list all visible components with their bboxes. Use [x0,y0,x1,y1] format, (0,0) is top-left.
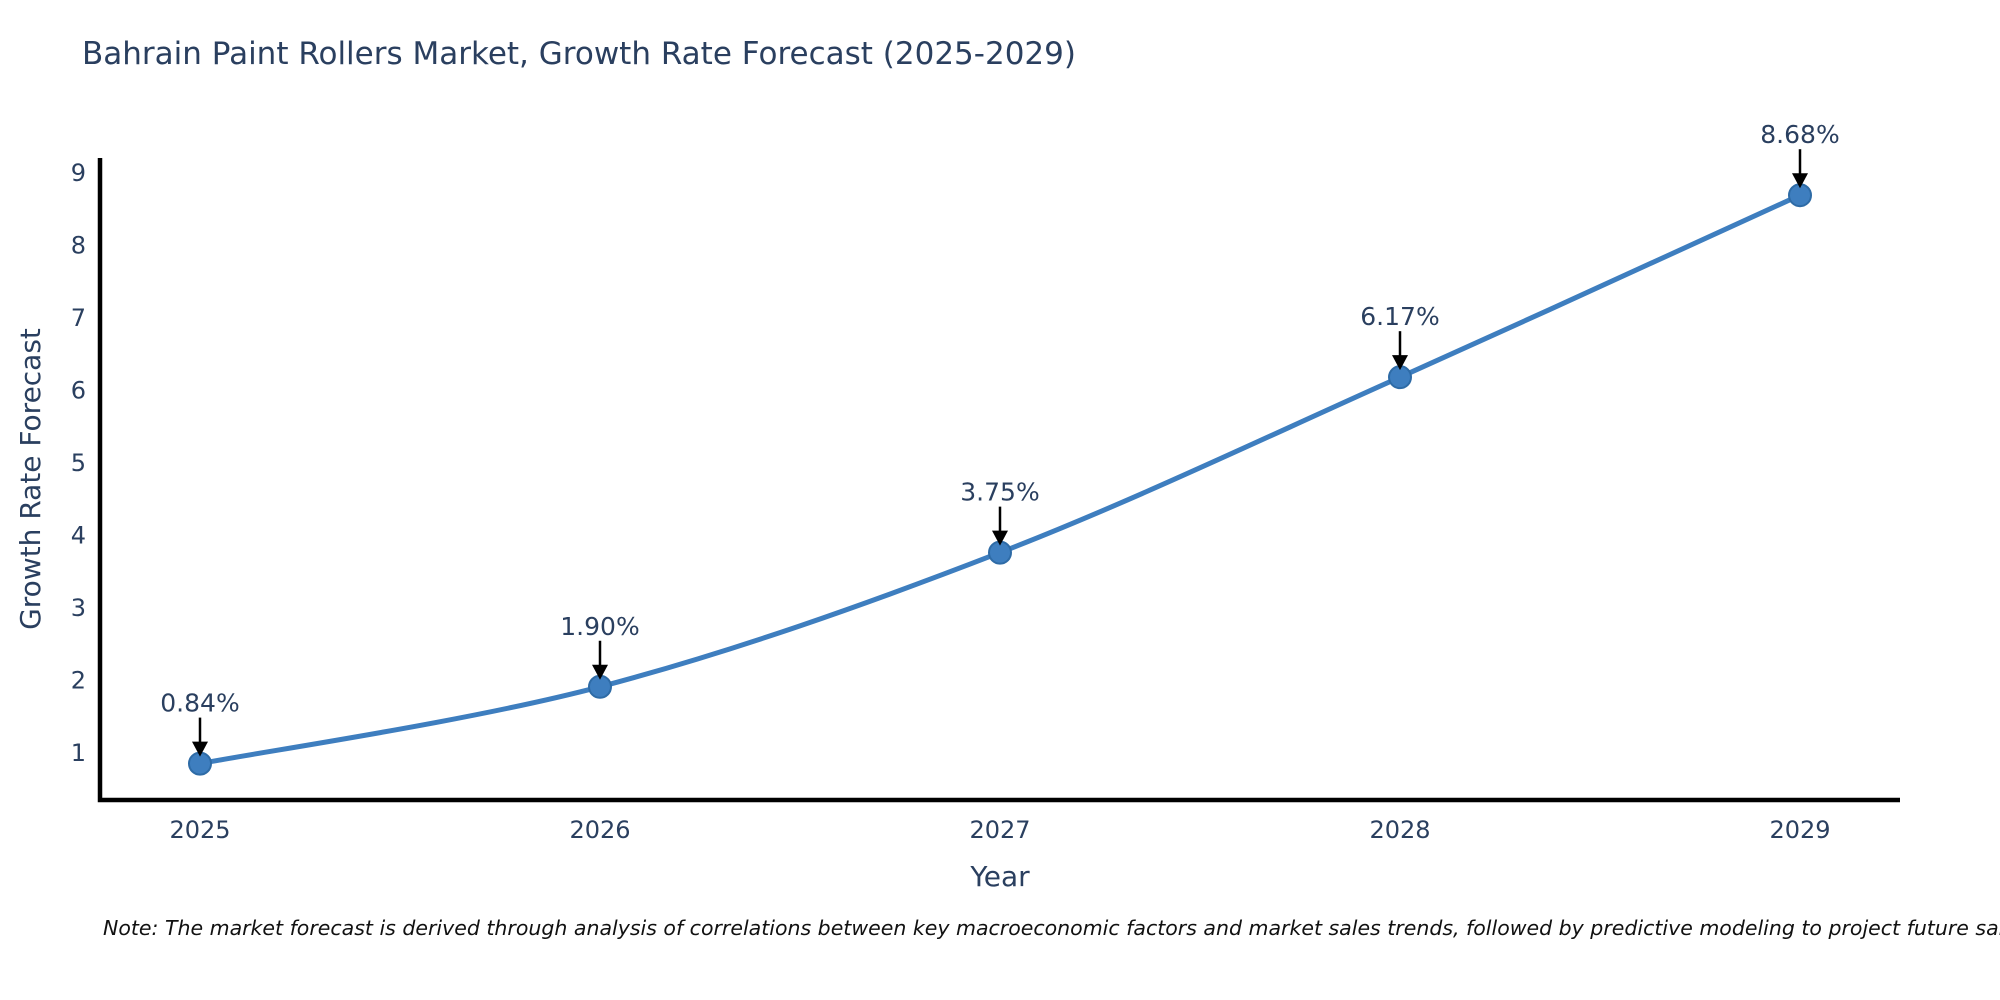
annotation-arrow-head [192,741,208,757]
y-tick-label: 6 [71,377,86,405]
annotation-label: 8.68% [1760,120,1839,149]
y-tick-label: 1 [71,739,86,767]
footnote: Note: The market forecast is derived thr… [103,916,2000,940]
axis-lines [97,158,1900,803]
y-tick-label: 5 [71,449,86,477]
y-tick-label: 3 [71,594,86,622]
y-tick-label: 7 [71,304,86,332]
annotation-label: 0.84% [160,689,239,718]
annotation-label: 6.17% [1360,302,1439,331]
annotation-arrow-head [1792,173,1808,189]
x-tick-label: 2025 [169,816,230,844]
chart-title: Bahrain Paint Rollers Market, Growth Rat… [82,36,1076,72]
x-tick-label: 2028 [1369,816,1430,844]
annotation-label: 3.75% [960,478,1039,507]
x-tick-label: 2027 [969,816,1030,844]
annotation-arrow-head [1392,355,1408,371]
x-tick-label: 2026 [569,816,630,844]
annotation-label: 1.90% [560,612,639,641]
annotation-arrow-head [992,530,1008,546]
y-tick-label: 8 [71,232,86,260]
x-axis-title: Year [969,860,1030,893]
y-tick-label: 9 [71,159,86,187]
y-tick-label: 4 [71,522,86,550]
y-axis-title: Growth Rate Forecast [14,328,47,630]
annotation-arrow-head [592,664,608,680]
y-tick-label: 2 [71,667,86,695]
x-tick-label: 2029 [1769,816,1830,844]
